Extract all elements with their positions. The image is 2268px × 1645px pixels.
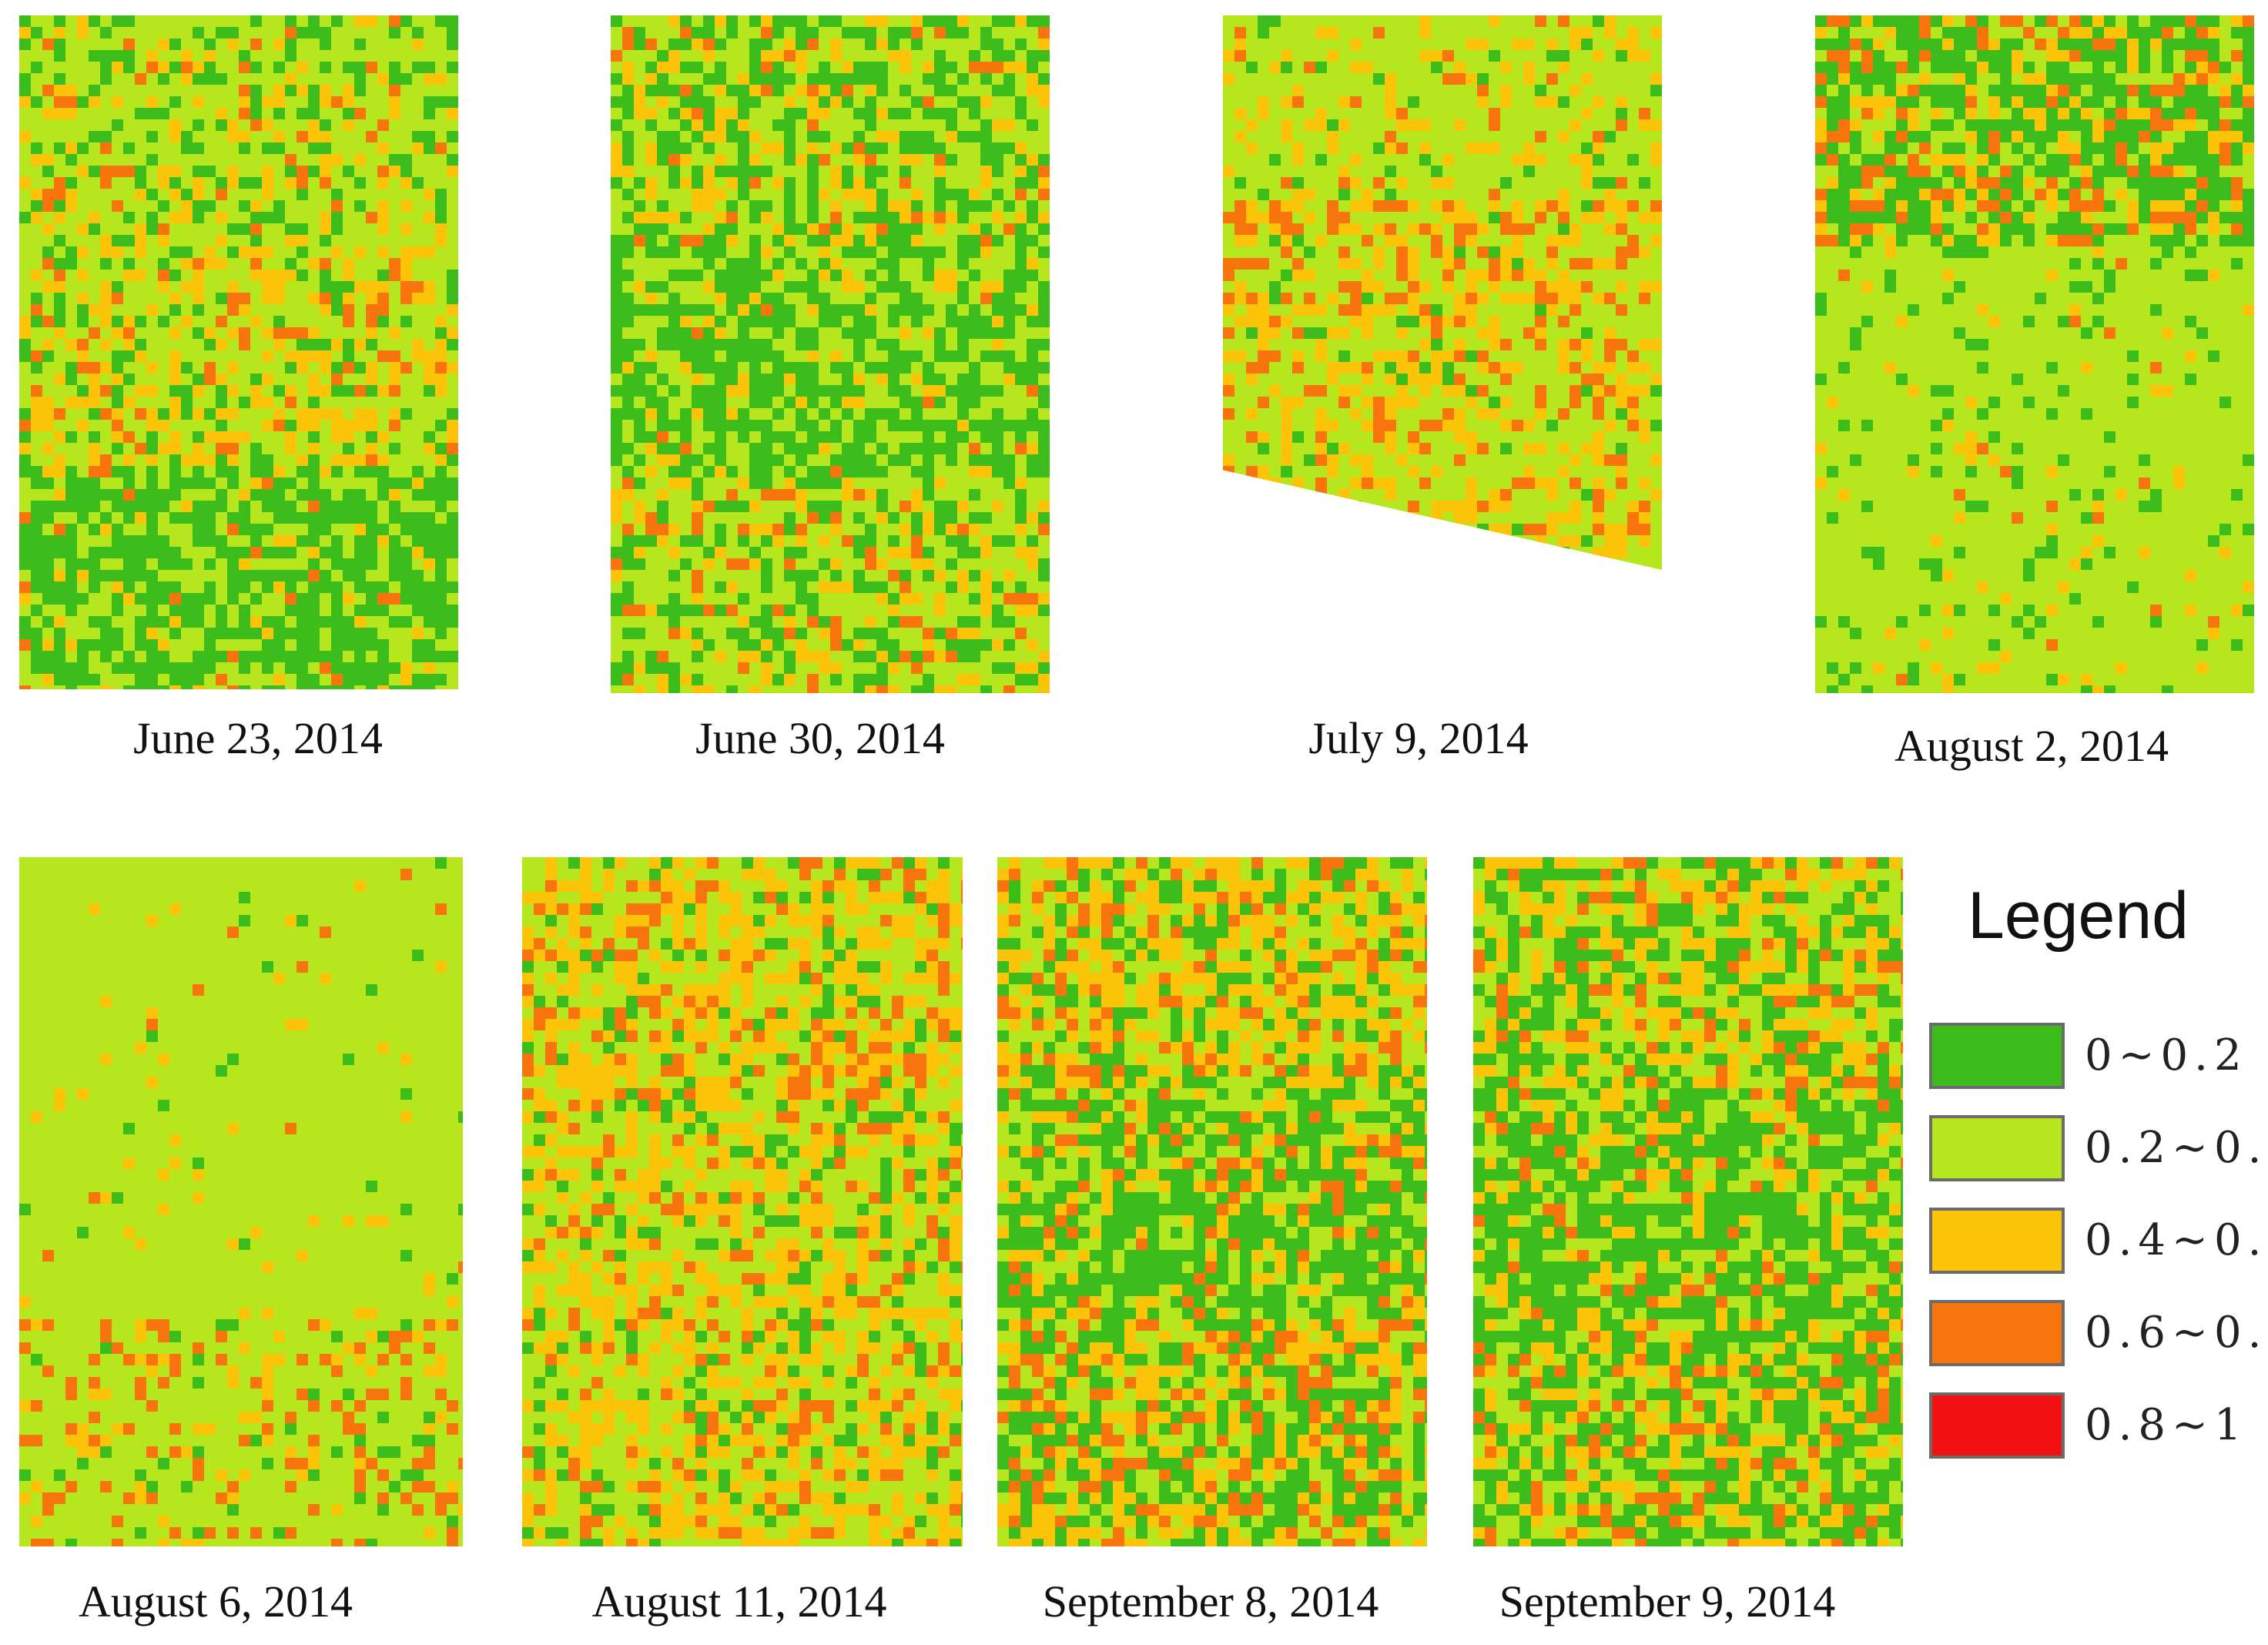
map-july-9 bbox=[1223, 15, 1662, 570]
caption-august-11: August 11, 2014 bbox=[591, 1576, 887, 1627]
map-august-2 bbox=[1815, 15, 2254, 693]
legend-item-0.2-0.4: 0.2~0.4 bbox=[1921, 1115, 2268, 1192]
legend-swatch bbox=[1929, 1115, 2065, 1181]
caption-august-6: August 6, 2014 bbox=[78, 1576, 353, 1627]
caption-june-23: June 23, 2014 bbox=[133, 713, 383, 763]
caption-september-8: September 8, 2014 bbox=[1042, 1576, 1379, 1627]
legend-item-0.6-0.8: 0.6~0.8 bbox=[1921, 1300, 2268, 1377]
legend-swatch bbox=[1929, 1208, 2065, 1274]
legend-label: 0.4~0.6 bbox=[2085, 1215, 2268, 1265]
map-june-23 bbox=[19, 15, 458, 689]
legend-item-0.4-0.6: 0.4~0.6 bbox=[1921, 1208, 2268, 1285]
legend-item-0.8-1: 0.8~1 bbox=[1921, 1392, 2260, 1469]
caption-august-2: August 2, 2014 bbox=[1894, 721, 2169, 771]
legend-label: 0.8~1 bbox=[2085, 1400, 2248, 1450]
map-august-6 bbox=[19, 857, 463, 1546]
legend: Legend 0~0.2 0.2~0.4 0.4~0.6 0.6~0.8 0.8… bbox=[1921, 878, 2268, 1479]
legend-swatch bbox=[1929, 1300, 2065, 1366]
legend-title: Legend bbox=[1968, 879, 2189, 953]
legend-label: 0~0.2 bbox=[2085, 1030, 2248, 1080]
map-august-11 bbox=[522, 857, 963, 1546]
legend-item-0-0.2: 0~0.2 bbox=[1921, 1023, 2260, 1100]
map-june-30 bbox=[611, 15, 1050, 693]
map-september-9 bbox=[1473, 857, 1903, 1546]
caption-june-30: June 30, 2014 bbox=[695, 713, 945, 763]
legend-label: 0.2~0.4 bbox=[2085, 1123, 2268, 1173]
legend-swatch bbox=[1929, 1392, 2065, 1459]
legend-label: 0.6~0.8 bbox=[2085, 1308, 2268, 1358]
legend-swatch bbox=[1929, 1023, 2065, 1089]
caption-july-9: July 9, 2014 bbox=[1308, 713, 1529, 763]
map-september-8 bbox=[997, 857, 1427, 1546]
caption-september-9: September 9, 2014 bbox=[1499, 1576, 1836, 1627]
